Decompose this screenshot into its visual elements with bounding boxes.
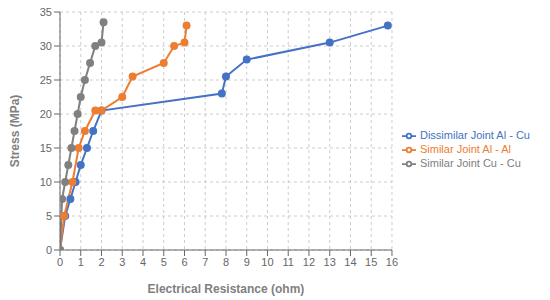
html-text:Similar Joint Al - Al: Similar Joint Al - Al (420, 143, 512, 155)
svg-text:0: 0 (57, 256, 63, 268)
svg-text:35: 35 (40, 6, 52, 18)
svg-text:4: 4 (140, 256, 146, 268)
svg-text:16: 16 (386, 256, 398, 268)
svg-text:10: 10 (40, 176, 52, 188)
svg-text:5: 5 (161, 256, 167, 268)
svg-text:12: 12 (303, 256, 315, 268)
html-text:Similar Joint Cu - Cu: Similar Joint Cu - Cu (420, 157, 521, 169)
svg-text:5: 5 (46, 210, 52, 222)
html-text:Dissimilar Joint Al - Cu: Dissimilar Joint Al - Cu (420, 128, 530, 141)
svg-text:13: 13 (324, 256, 336, 268)
svg-text:15: 15 (365, 256, 377, 268)
svg-text:25: 25 (40, 74, 52, 86)
svg-text:11: 11 (283, 256, 294, 268)
svg-text:1: 1 (78, 256, 84, 268)
svg-text:10: 10 (261, 256, 273, 268)
svg-text:9: 9 (244, 256, 250, 268)
svg-text:6: 6 (181, 256, 187, 268)
svg-text:20: 20 (40, 108, 52, 120)
svg-text:30: 30 (40, 40, 52, 52)
svg-text:0: 0 (46, 244, 52, 256)
svg-text:8: 8 (223, 256, 229, 268)
svg-text:7: 7 (202, 256, 208, 268)
svg-text:Electrical Resistance (ohm): Electrical Resistance (ohm) (148, 282, 305, 296)
svg-text:Stress (MPa): Stress (MPa) (8, 95, 22, 168)
svg-text:15: 15 (40, 142, 52, 154)
svg-text:3: 3 (119, 256, 125, 268)
svg-text:2: 2 (98, 256, 104, 268)
svg-text:14: 14 (344, 256, 356, 268)
